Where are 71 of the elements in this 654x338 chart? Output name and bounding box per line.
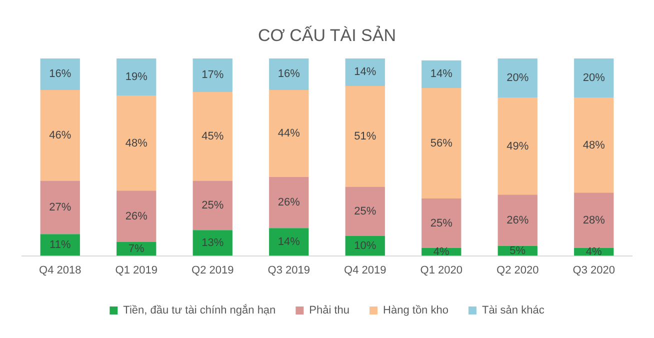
data-label: 49% <box>506 140 529 152</box>
data-label: 51% <box>354 130 376 142</box>
bar <box>422 60 462 88</box>
bar <box>269 176 309 228</box>
data-label: 45% <box>202 130 224 142</box>
data-label: 4% <box>586 246 602 258</box>
bar <box>40 58 80 90</box>
bar <box>345 186 385 236</box>
legend-label: Phải thu <box>309 304 350 317</box>
bar <box>192 180 232 230</box>
data-label: 16% <box>49 68 72 80</box>
data-label: 46% <box>49 129 72 142</box>
legend-label: Tiền, đầu tư tài chính ngắn hạn <box>123 304 276 317</box>
data-label: 10% <box>354 240 376 252</box>
data-label: 14% <box>430 68 453 80</box>
legend-label: Tài sản khác <box>482 304 545 317</box>
chart-title: CƠ CẤU TÀI SẢN <box>258 24 396 45</box>
bar <box>40 180 80 234</box>
data-label: 26% <box>506 214 529 226</box>
x-tick-label: Q2 2020 <box>496 264 539 276</box>
bar <box>498 194 538 246</box>
data-label: 17% <box>202 69 224 82</box>
data-label: 14% <box>354 66 376 78</box>
data-label: 44% <box>278 127 300 140</box>
data-label: 19% <box>125 71 148 84</box>
bar <box>422 88 462 199</box>
bar <box>192 92 232 181</box>
data-label: 56% <box>430 137 453 150</box>
bar <box>269 58 309 90</box>
data-label: 25% <box>202 199 224 212</box>
data-label: 7% <box>128 242 145 255</box>
bar <box>192 58 232 92</box>
bar <box>498 98 538 195</box>
bar <box>574 98 614 193</box>
bar <box>574 58 614 98</box>
bar <box>345 86 385 187</box>
x-tick-label: Q4 2018 <box>39 264 82 276</box>
x-tick-label: Q4 2019 <box>344 264 386 276</box>
data-label: 26% <box>125 210 148 222</box>
data-label: 48% <box>125 137 148 150</box>
bar <box>498 58 538 98</box>
x-tick-label: Q2 2019 <box>192 264 234 276</box>
x-tick-label: Q1 2020 <box>420 264 462 276</box>
data-label: 26% <box>278 196 300 209</box>
bar <box>116 58 156 96</box>
bar <box>116 190 156 242</box>
data-label: 25% <box>354 205 376 218</box>
bar <box>345 58 385 86</box>
bar <box>422 198 462 248</box>
data-label: 25% <box>430 217 453 230</box>
data-label: 11% <box>50 238 71 251</box>
data-label: 14% <box>278 236 300 248</box>
data-label: 20% <box>506 72 529 84</box>
bar <box>269 90 309 177</box>
bar <box>574 192 614 248</box>
data-label: 4% <box>433 246 450 258</box>
data-label: 13% <box>202 237 224 249</box>
bar <box>116 96 156 191</box>
bar <box>192 230 232 256</box>
legend-label: Hàng tồn kho <box>383 304 448 317</box>
data-label: 27% <box>49 201 72 214</box>
data-label: 48% <box>582 139 606 152</box>
bar <box>40 90 80 181</box>
x-tick-label: Q3 2019 <box>268 264 310 276</box>
bar <box>269 228 309 256</box>
data-label: 16% <box>278 68 300 80</box>
data-label: 5% <box>510 244 526 257</box>
x-tick-label: Q1 2019 <box>115 264 158 276</box>
x-tick-label: Q3 2020 <box>572 264 615 276</box>
data-label: 28% <box>582 214 606 226</box>
data-label: 20% <box>582 72 606 84</box>
